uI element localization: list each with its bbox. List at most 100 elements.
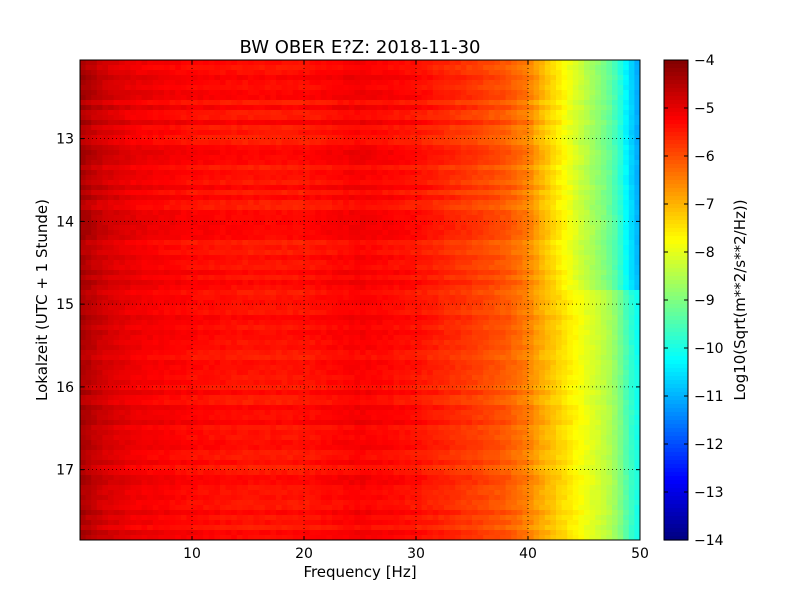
spectrogram-cell: [136, 160, 143, 166]
spectrogram-cell: [136, 190, 143, 196]
spectrogram-cell: [472, 165, 479, 171]
spectrogram-cell: [550, 240, 557, 246]
spectrogram-cell: [91, 265, 98, 271]
spectrogram-cell: [393, 160, 400, 166]
spectrogram-cell: [119, 135, 126, 141]
spectrogram-cell: [572, 115, 579, 121]
spectrogram-cell: [141, 215, 148, 221]
spectrogram-cell: [292, 240, 299, 246]
spectrogram-cell: [388, 120, 395, 126]
spectrogram-cell: [466, 215, 473, 221]
spectrogram-cell: [466, 290, 473, 296]
spectrogram-cell: [460, 120, 467, 126]
spectrogram-cell: [399, 285, 406, 291]
spectrogram-cell: [192, 100, 199, 106]
spectrogram-cell: [550, 80, 557, 86]
spectrogram-cell: [259, 155, 266, 161]
spectrogram-cell: [175, 115, 182, 121]
spectrogram-cell: [572, 65, 579, 71]
spectrogram-cell: [556, 300, 563, 306]
spectrogram-cell: [578, 145, 585, 151]
spectrogram-cell: [516, 280, 523, 286]
spectrogram-cell: [186, 230, 193, 236]
spectrogram-cell: [96, 300, 103, 306]
spectrogram-cell: [343, 170, 350, 176]
spectrogram-cell: [197, 250, 204, 256]
spectrogram-cell: [343, 190, 350, 196]
spectrogram-cell: [248, 145, 255, 151]
spectrogram-cell: [304, 255, 311, 261]
spectrogram-cell: [276, 210, 283, 216]
spectrogram-cell: [567, 275, 574, 281]
spectrogram-cell: [371, 90, 378, 96]
spectrogram-cell: [360, 245, 367, 251]
spectrogram-cell: [488, 110, 495, 116]
spectrogram-cell: [130, 275, 137, 281]
spectrogram-cell: [488, 95, 495, 101]
spectrogram-cell: [494, 60, 501, 66]
spectrogram-cell: [298, 175, 305, 181]
spectrogram-cell: [147, 195, 154, 201]
spectrogram-cell: [438, 165, 445, 171]
spectrogram-cell: [253, 250, 260, 256]
spectrogram-cell: [483, 140, 490, 146]
spectrogram-cell: [136, 70, 143, 76]
spectrogram-cell: [276, 280, 283, 286]
spectrogram-cell: [399, 95, 406, 101]
spectrogram-cell: [169, 210, 176, 216]
spectrogram-cell: [483, 225, 490, 231]
spectrogram-cell: [242, 160, 249, 166]
spectrogram-cell: [236, 140, 243, 146]
spectrogram-cell: [634, 100, 640, 106]
spectrogram-cell: [113, 260, 120, 266]
spectrogram-cell: [421, 295, 428, 301]
spectrogram-cell: [337, 140, 344, 146]
spectrogram-cell: [119, 200, 126, 206]
spectrogram-cell: [236, 225, 243, 231]
spectrogram-cell: [236, 275, 243, 281]
spectrogram-cell: [500, 60, 507, 66]
spectrogram-cell: [130, 115, 137, 121]
spectrogram-cell: [371, 300, 378, 306]
spectrogram-cell: [382, 60, 389, 66]
spectrogram-cell: [124, 145, 131, 151]
spectrogram-cell: [169, 125, 176, 131]
spectrogram-cell: [376, 100, 383, 106]
spectrogram-cell: [600, 235, 607, 241]
spectrogram-cell: [376, 285, 383, 291]
spectrogram-cell: [455, 130, 462, 136]
spectrogram-cell: [449, 285, 456, 291]
spectrogram-cell: [516, 185, 523, 191]
spectrogram-cell: [410, 250, 417, 256]
spectrogram-cell: [388, 140, 395, 146]
spectrogram-cell: [102, 75, 109, 81]
spectrogram-cell: [225, 165, 232, 171]
spectrogram-cell: [220, 120, 227, 126]
spectrogram-cell: [208, 155, 215, 161]
spectrogram-cell: [264, 195, 271, 201]
spectrogram-cell: [158, 290, 165, 296]
spectrogram-cell: [208, 225, 215, 231]
spectrogram-cell: [96, 235, 103, 241]
spectrogram-cell: [337, 150, 344, 156]
spectrogram-cell: [477, 290, 484, 296]
spectrogram-cell: [197, 205, 204, 211]
spectrogram-cell: [516, 240, 523, 246]
spectrogram-cell: [505, 70, 512, 76]
spectrogram-cell: [203, 290, 210, 296]
spectrogram-cell: [606, 120, 613, 126]
spectrogram-cell: [421, 120, 428, 126]
spectrogram-cell: [287, 280, 294, 286]
spectrogram-cell: [584, 110, 591, 116]
spectrogram-cell: [533, 150, 540, 156]
spectrogram-cell: [348, 170, 355, 176]
spectrogram-cell: [449, 225, 456, 231]
spectrogram-cell: [96, 305, 103, 311]
spectrogram-cell: [399, 150, 406, 156]
spectrogram-cell: [197, 230, 204, 236]
spectrogram-cell: [572, 230, 579, 236]
spectrogram-cell: [136, 305, 143, 311]
spectrogram-cell: [220, 80, 227, 86]
spectrogram-cell: [220, 250, 227, 256]
spectrogram-cell: [332, 170, 339, 176]
